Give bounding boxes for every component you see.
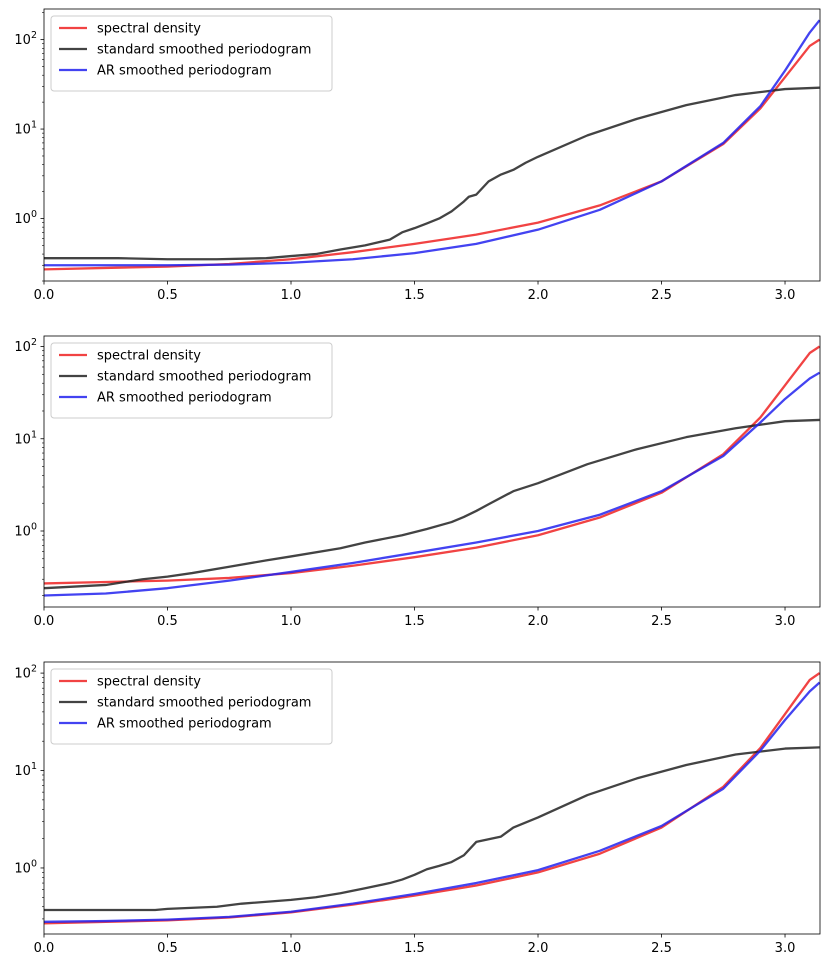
y-tick-label: 102 [14, 337, 37, 355]
y-tick-label: 100 [14, 521, 37, 539]
x-tick-label: 2.0 [528, 288, 549, 303]
y-tick-label: 101 [14, 761, 37, 779]
series-line-AR-smoothed-periodogram [44, 371, 820, 597]
x-tick-label: 2.0 [528, 941, 549, 956]
y-tick-label: 101 [14, 120, 37, 138]
axes-frame [43, 661, 821, 935]
x-tick-label: 2.0 [528, 614, 549, 629]
legend-label: AR smoothed periodogram [97, 717, 272, 732]
x-tick-label: 1.5 [404, 614, 425, 629]
axes-frame [43, 8, 821, 282]
y-tick-label: 101 [14, 429, 37, 447]
legend-label: standard smoothed periodogram [97, 43, 311, 58]
chart-panel-3: 100 101 102 0.0 0.5 1.0 1.5 2.0 2.5 3.0 spectral d… [14, 661, 821, 956]
series-group [44, 19, 820, 271]
legend-label: standard smoothed periodogram [97, 370, 311, 385]
legend-label: spectral density [97, 675, 201, 690]
x-tick-label: 3.0 [775, 614, 796, 629]
y-tick-label: 102 [14, 664, 37, 682]
x-tick-label: 1.0 [281, 288, 302, 303]
legend-label: spectral density [97, 349, 201, 364]
x-tick-label: 0.5 [157, 614, 178, 629]
series-line-spectral-density [44, 345, 820, 585]
series-group [44, 345, 820, 597]
x-tick-label: 1.0 [281, 941, 302, 956]
legend-label: standard smoothed periodogram [97, 696, 311, 711]
x-tick-label: 1.5 [404, 288, 425, 303]
x-tick-label: 2.5 [651, 614, 672, 629]
x-tick-label: 0.0 [34, 288, 55, 303]
x-tick-label: 1.5 [404, 941, 425, 956]
series-line-standard-smoothed-periodogram [44, 418, 820, 590]
legend: spectral density standard smoothed period… [50, 15, 333, 92]
series-line-standard-smoothed-periodogram [44, 746, 820, 912]
y-tick-label: 100 [14, 209, 37, 227]
x-tick-label: 2.5 [651, 941, 672, 956]
legend-label: AR smoothed periodogram [97, 64, 272, 79]
x-tick-label: 3.0 [775, 288, 796, 303]
series-group [44, 672, 820, 925]
axes-frame [43, 335, 821, 608]
series-line-AR-smoothed-periodogram [44, 681, 820, 923]
legend-label: AR smoothed periodogram [97, 391, 272, 406]
legend: spectral density standard smoothed period… [50, 342, 333, 419]
legend: spectral density standard smoothed period… [50, 668, 333, 745]
x-tick-label: 3.0 [775, 941, 796, 956]
x-tick-label: 0.0 [34, 614, 55, 629]
legend-label: spectral density [97, 22, 201, 37]
x-tick-label: 2.5 [651, 288, 672, 303]
x-tick-label: 0.0 [34, 941, 55, 956]
y-tick-label: 102 [14, 30, 37, 48]
y-tick-label: 100 [14, 858, 37, 876]
series-line-standard-smoothed-periodogram [44, 86, 820, 261]
x-tick-label: 1.0 [281, 614, 302, 629]
legend-box [50, 15, 333, 92]
legend-box [50, 342, 333, 419]
x-tick-label: 0.5 [157, 288, 178, 303]
legend-box [50, 668, 333, 745]
chart-panel-1: 100 101 102 0.0 0.5 1.0 1.5 2.0 2.5 3.0 spectral d… [14, 8, 821, 303]
series-line-AR-smoothed-periodogram [44, 19, 820, 267]
chart-panel-2: 100 101 102 0.0 0.5 1.0 1.5 2.0 2.5 3.0 spectral d… [14, 335, 821, 629]
x-tick-label: 0.5 [157, 941, 178, 956]
